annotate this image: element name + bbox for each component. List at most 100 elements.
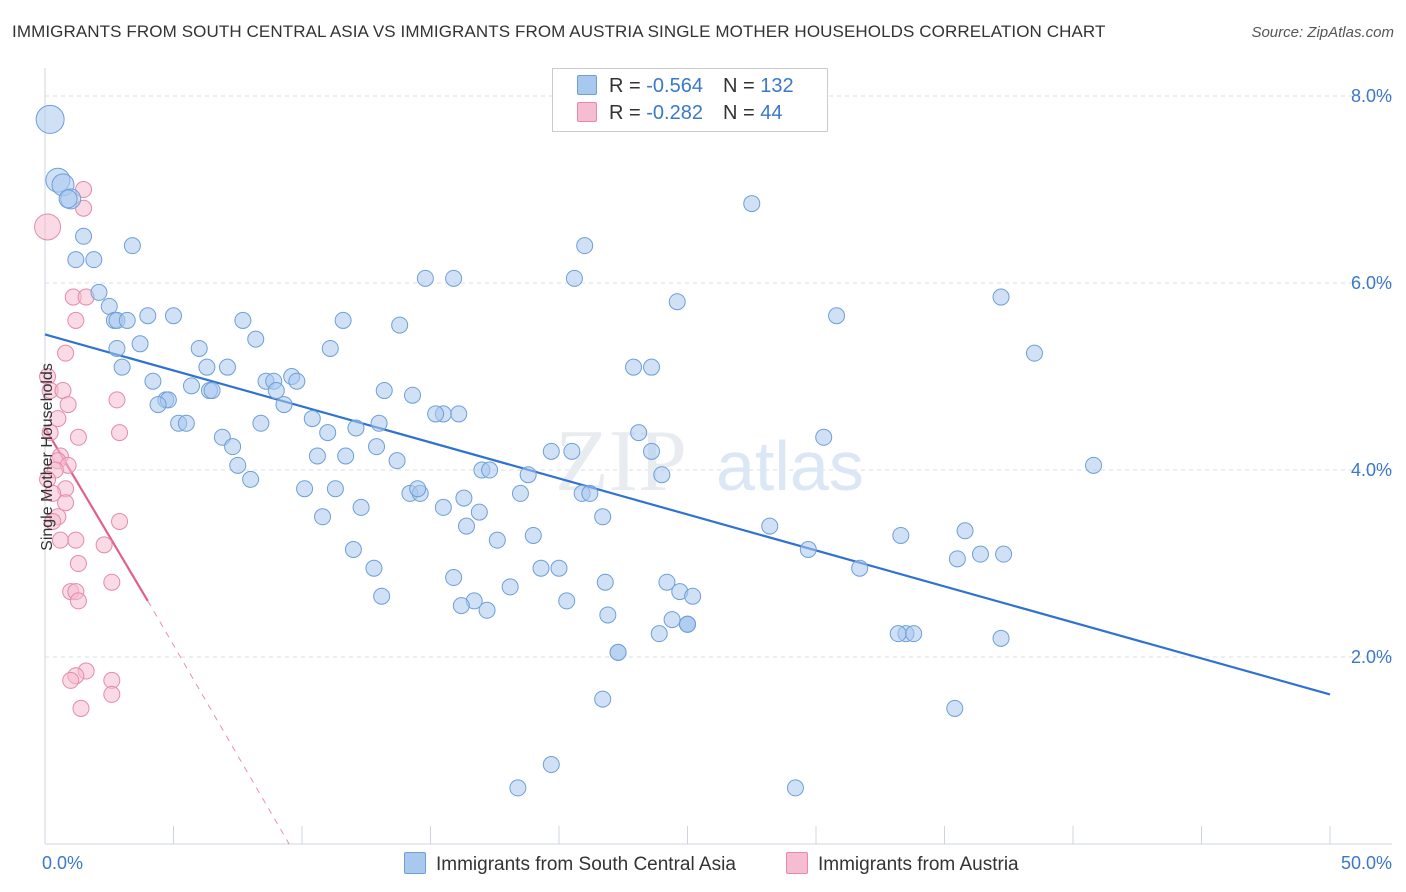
south-central-asia-point: [391, 316, 409, 334]
south-central-asia-point: [470, 503, 488, 521]
south-central-asia-point: [509, 779, 527, 797]
source-credit: Source: ZipAtlas.com: [1251, 24, 1394, 41]
south-central-asia-point: [303, 410, 321, 428]
series-south-central-asia-points: [35, 104, 1103, 797]
bottom-legend-austria: Immigrants from Austria: [786, 852, 1019, 876]
south-central-asia-point: [992, 629, 1010, 647]
south-central-asia-point: [445, 569, 463, 587]
south-central-asia-point: [139, 307, 157, 325]
south-central-asia-point: [288, 372, 306, 390]
south-central-asia-point: [67, 251, 85, 269]
south-central-asia-point: [144, 372, 162, 390]
south-central-asia-point: [643, 442, 661, 460]
south-central-asia-point: [165, 307, 182, 325]
y-tick-label: 2.0%: [1351, 647, 1392, 667]
austria-point: [44, 512, 62, 530]
austria-point: [41, 424, 59, 442]
south-central-asia-point: [275, 396, 293, 414]
south-central-asia-point: [182, 377, 200, 395]
south-central-asia-point: [118, 311, 136, 329]
south-central-asia-point: [365, 559, 383, 577]
south-central-asia-point: [368, 438, 386, 456]
south-central-asia-point: [550, 559, 568, 577]
south-central-asia-point: [352, 498, 370, 516]
south-central-asia-point: [375, 382, 393, 400]
south-central-asia-point: [242, 470, 260, 488]
south-central-asia-point: [524, 526, 542, 544]
south-central-asia-point: [75, 227, 93, 245]
south-central-asia-point: [501, 578, 519, 596]
austria-point: [69, 555, 87, 573]
south-central-asia-point: [1025, 344, 1043, 362]
south-central-asia-point: [370, 414, 388, 432]
austria-point: [57, 494, 75, 512]
trend-line-austria-extension: [147, 600, 290, 845]
bottom-legend-swatch-pink: [786, 852, 808, 874]
south-central-asia-point: [388, 452, 406, 470]
watermark-atlas: atlas: [716, 427, 864, 505]
south-central-asia-point: [511, 484, 529, 502]
south-central-asia-point: [416, 269, 434, 287]
south-central-asia-point: [177, 414, 195, 432]
south-central-asia-point: [971, 545, 989, 563]
south-central-asia-point: [326, 480, 344, 498]
austria-point: [103, 685, 121, 703]
south-central-asia-point: [404, 386, 422, 404]
south-central-asia-point: [625, 358, 643, 376]
south-central-asia-point: [190, 339, 208, 357]
south-central-asia-point: [90, 283, 108, 301]
south-central-asia-point: [786, 779, 804, 797]
south-central-asia-point: [905, 625, 923, 643]
south-central-asia-point: [488, 531, 506, 549]
legend-row-austria: R = -0.282 N = 44: [577, 102, 782, 128]
austria-point: [59, 396, 77, 414]
y-tick-label: 4.0%: [1351, 460, 1392, 480]
south-central-asia-point: [565, 269, 583, 287]
south-central-asia-point: [576, 237, 594, 255]
austria-point: [57, 344, 75, 362]
legend-n-label: N =: [722, 102, 755, 124]
south-central-asia-point: [478, 601, 496, 619]
south-central-asia-point: [457, 517, 475, 535]
south-central-asia-point: [799, 540, 817, 558]
austria-point: [34, 213, 62, 241]
austria-point: [108, 391, 126, 409]
south-central-asia-point: [995, 545, 1013, 563]
south-central-asia-point: [650, 625, 668, 643]
south-central-asia-point: [409, 480, 427, 498]
south-central-asia-point: [58, 189, 78, 209]
south-central-asia-point: [347, 419, 365, 437]
south-central-asia-point: [234, 311, 252, 329]
south-central-asia-point: [252, 414, 270, 432]
austria-point: [62, 671, 80, 689]
legend-swatch-pink: [577, 102, 597, 122]
south-central-asia-point: [85, 251, 103, 269]
south-central-asia-point: [956, 522, 974, 540]
south-central-asia-point: [344, 540, 362, 558]
south-central-asia-point: [889, 625, 907, 643]
legend-n-value: 44: [760, 102, 783, 124]
south-central-asia-point: [198, 358, 216, 376]
south-central-asia-point: [519, 466, 537, 484]
south-central-asia-point: [684, 587, 702, 605]
south-central-asia-point: [373, 587, 391, 605]
south-central-asia-point: [653, 466, 671, 484]
south-central-asia-point: [596, 573, 614, 591]
correlation-legend: R = -0.564 N = 132 R = -0.282 N = 44: [552, 68, 828, 132]
austria-point: [44, 484, 62, 502]
south-central-asia-point: [594, 690, 612, 708]
south-central-asia-point: [427, 405, 445, 423]
south-central-asia-point: [321, 339, 339, 357]
legend-row-south-central-asia: R = -0.564 N = 132: [577, 75, 794, 101]
grid-lines: [45, 95, 1392, 658]
austria-point: [111, 512, 129, 530]
south-central-asia-point: [455, 489, 473, 507]
south-central-asia-point: [828, 307, 846, 325]
tick-labels: 2.0% 4.0% 6.0% 8.0% 0.0% 50.0%: [42, 86, 1392, 873]
legend-r-value: -0.564: [646, 75, 703, 97]
south-central-asia-point: [229, 456, 247, 474]
south-central-asia-point: [267, 382, 285, 400]
south-central-asia-point: [308, 447, 326, 465]
austria-point: [49, 410, 67, 428]
